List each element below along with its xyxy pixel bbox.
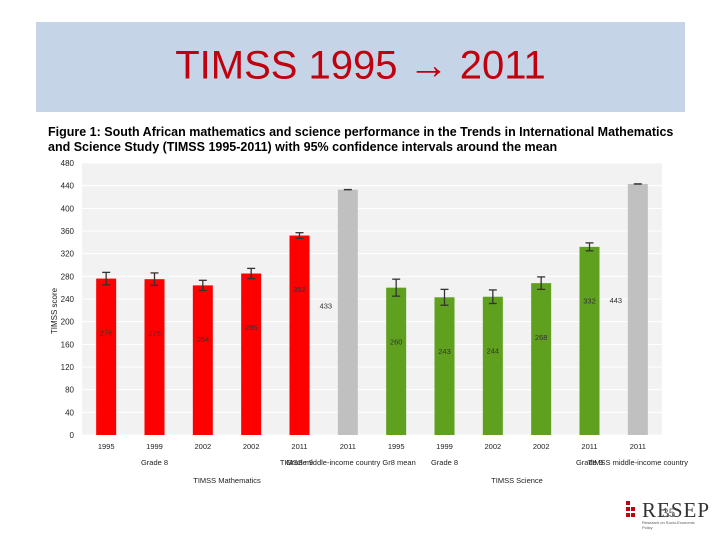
group-label: Grade 9 (576, 458, 603, 467)
title-band: TIMSS 1995 → 2011 (36, 22, 685, 112)
x-tick-label: 2002 (194, 442, 211, 451)
logo-mark-icon (626, 501, 635, 517)
slide-title: TIMSS 1995 → 2011 (175, 43, 546, 88)
bar (337, 189, 358, 435)
data-label: 276 (100, 328, 113, 337)
y-tick-label: 240 (61, 295, 75, 304)
y-tick-label: 40 (65, 408, 74, 417)
group-label: TIMSS middle-income country Gr8 mean (280, 458, 416, 467)
bar (96, 278, 117, 435)
data-label: 260 (390, 337, 403, 346)
section-label: TIMSS Mathematics (193, 476, 261, 485)
data-label: 268 (535, 333, 548, 342)
y-tick-label: 280 (61, 272, 75, 281)
data-label: 285 (245, 323, 258, 332)
data-label: 352 (293, 285, 306, 294)
y-tick-label: 160 (61, 340, 75, 349)
bar (434, 297, 455, 435)
bar (531, 283, 552, 435)
data-label: 244 (487, 346, 500, 355)
y-tick-label: 0 (70, 431, 75, 440)
bar (579, 246, 600, 435)
y-tick-label: 400 (61, 204, 75, 213)
group-label: Grade 9 (286, 458, 313, 467)
x-tick-label: 2002 (243, 442, 260, 451)
data-label: 243 (438, 347, 451, 356)
x-tick-label: 1995 (98, 442, 115, 451)
y-tick-label: 320 (61, 250, 75, 259)
data-label: 332 (583, 297, 596, 306)
group-label: Grade 8 (431, 458, 458, 467)
logo-subtitle: Research on Socio-Economic Policy (642, 520, 695, 530)
data-label: 433 (320, 302, 333, 311)
bar (241, 273, 262, 435)
group-label: Grade 8 (141, 458, 168, 467)
x-tick-label: 2002 (533, 442, 550, 451)
x-tick-label: 2011 (581, 442, 597, 451)
y-axis-label: TIMSS score (50, 287, 59, 334)
group-label: TIMSS middle-income country (588, 458, 689, 467)
y-tick-label: 360 (61, 227, 75, 236)
y-tick-label: 440 (61, 182, 75, 191)
bar (482, 296, 503, 435)
x-tick-label: 1999 (436, 442, 453, 451)
resep-logo: RESEP Research on Socio-Economic Policy (626, 498, 709, 530)
bar (192, 285, 213, 435)
figure-caption: Figure 1: South African mathematics and … (48, 125, 674, 154)
section-label: TIMSS Science (491, 476, 543, 485)
logo-text: RESEP (642, 498, 711, 522)
bar (289, 235, 310, 435)
page-number: 35 (662, 506, 676, 520)
bar (627, 183, 648, 435)
y-tick-label: 200 (61, 318, 75, 327)
x-tick-label: 2011 (340, 442, 356, 451)
bar (386, 287, 407, 435)
data-label: 443 (610, 296, 623, 305)
y-tick-label: 80 (65, 386, 74, 395)
y-tick-label: 480 (61, 159, 75, 168)
x-tick-label: 1999 (146, 442, 163, 451)
x-tick-label: 2002 (484, 442, 501, 451)
data-label: 275 (148, 329, 161, 338)
x-tick-label: 1995 (388, 442, 405, 451)
x-tick-label: 2011 (291, 442, 307, 451)
y-tick-label: 120 (61, 363, 75, 372)
x-tick-label: 2011 (630, 442, 646, 451)
data-label: 264 (197, 335, 210, 344)
bar (144, 279, 165, 435)
